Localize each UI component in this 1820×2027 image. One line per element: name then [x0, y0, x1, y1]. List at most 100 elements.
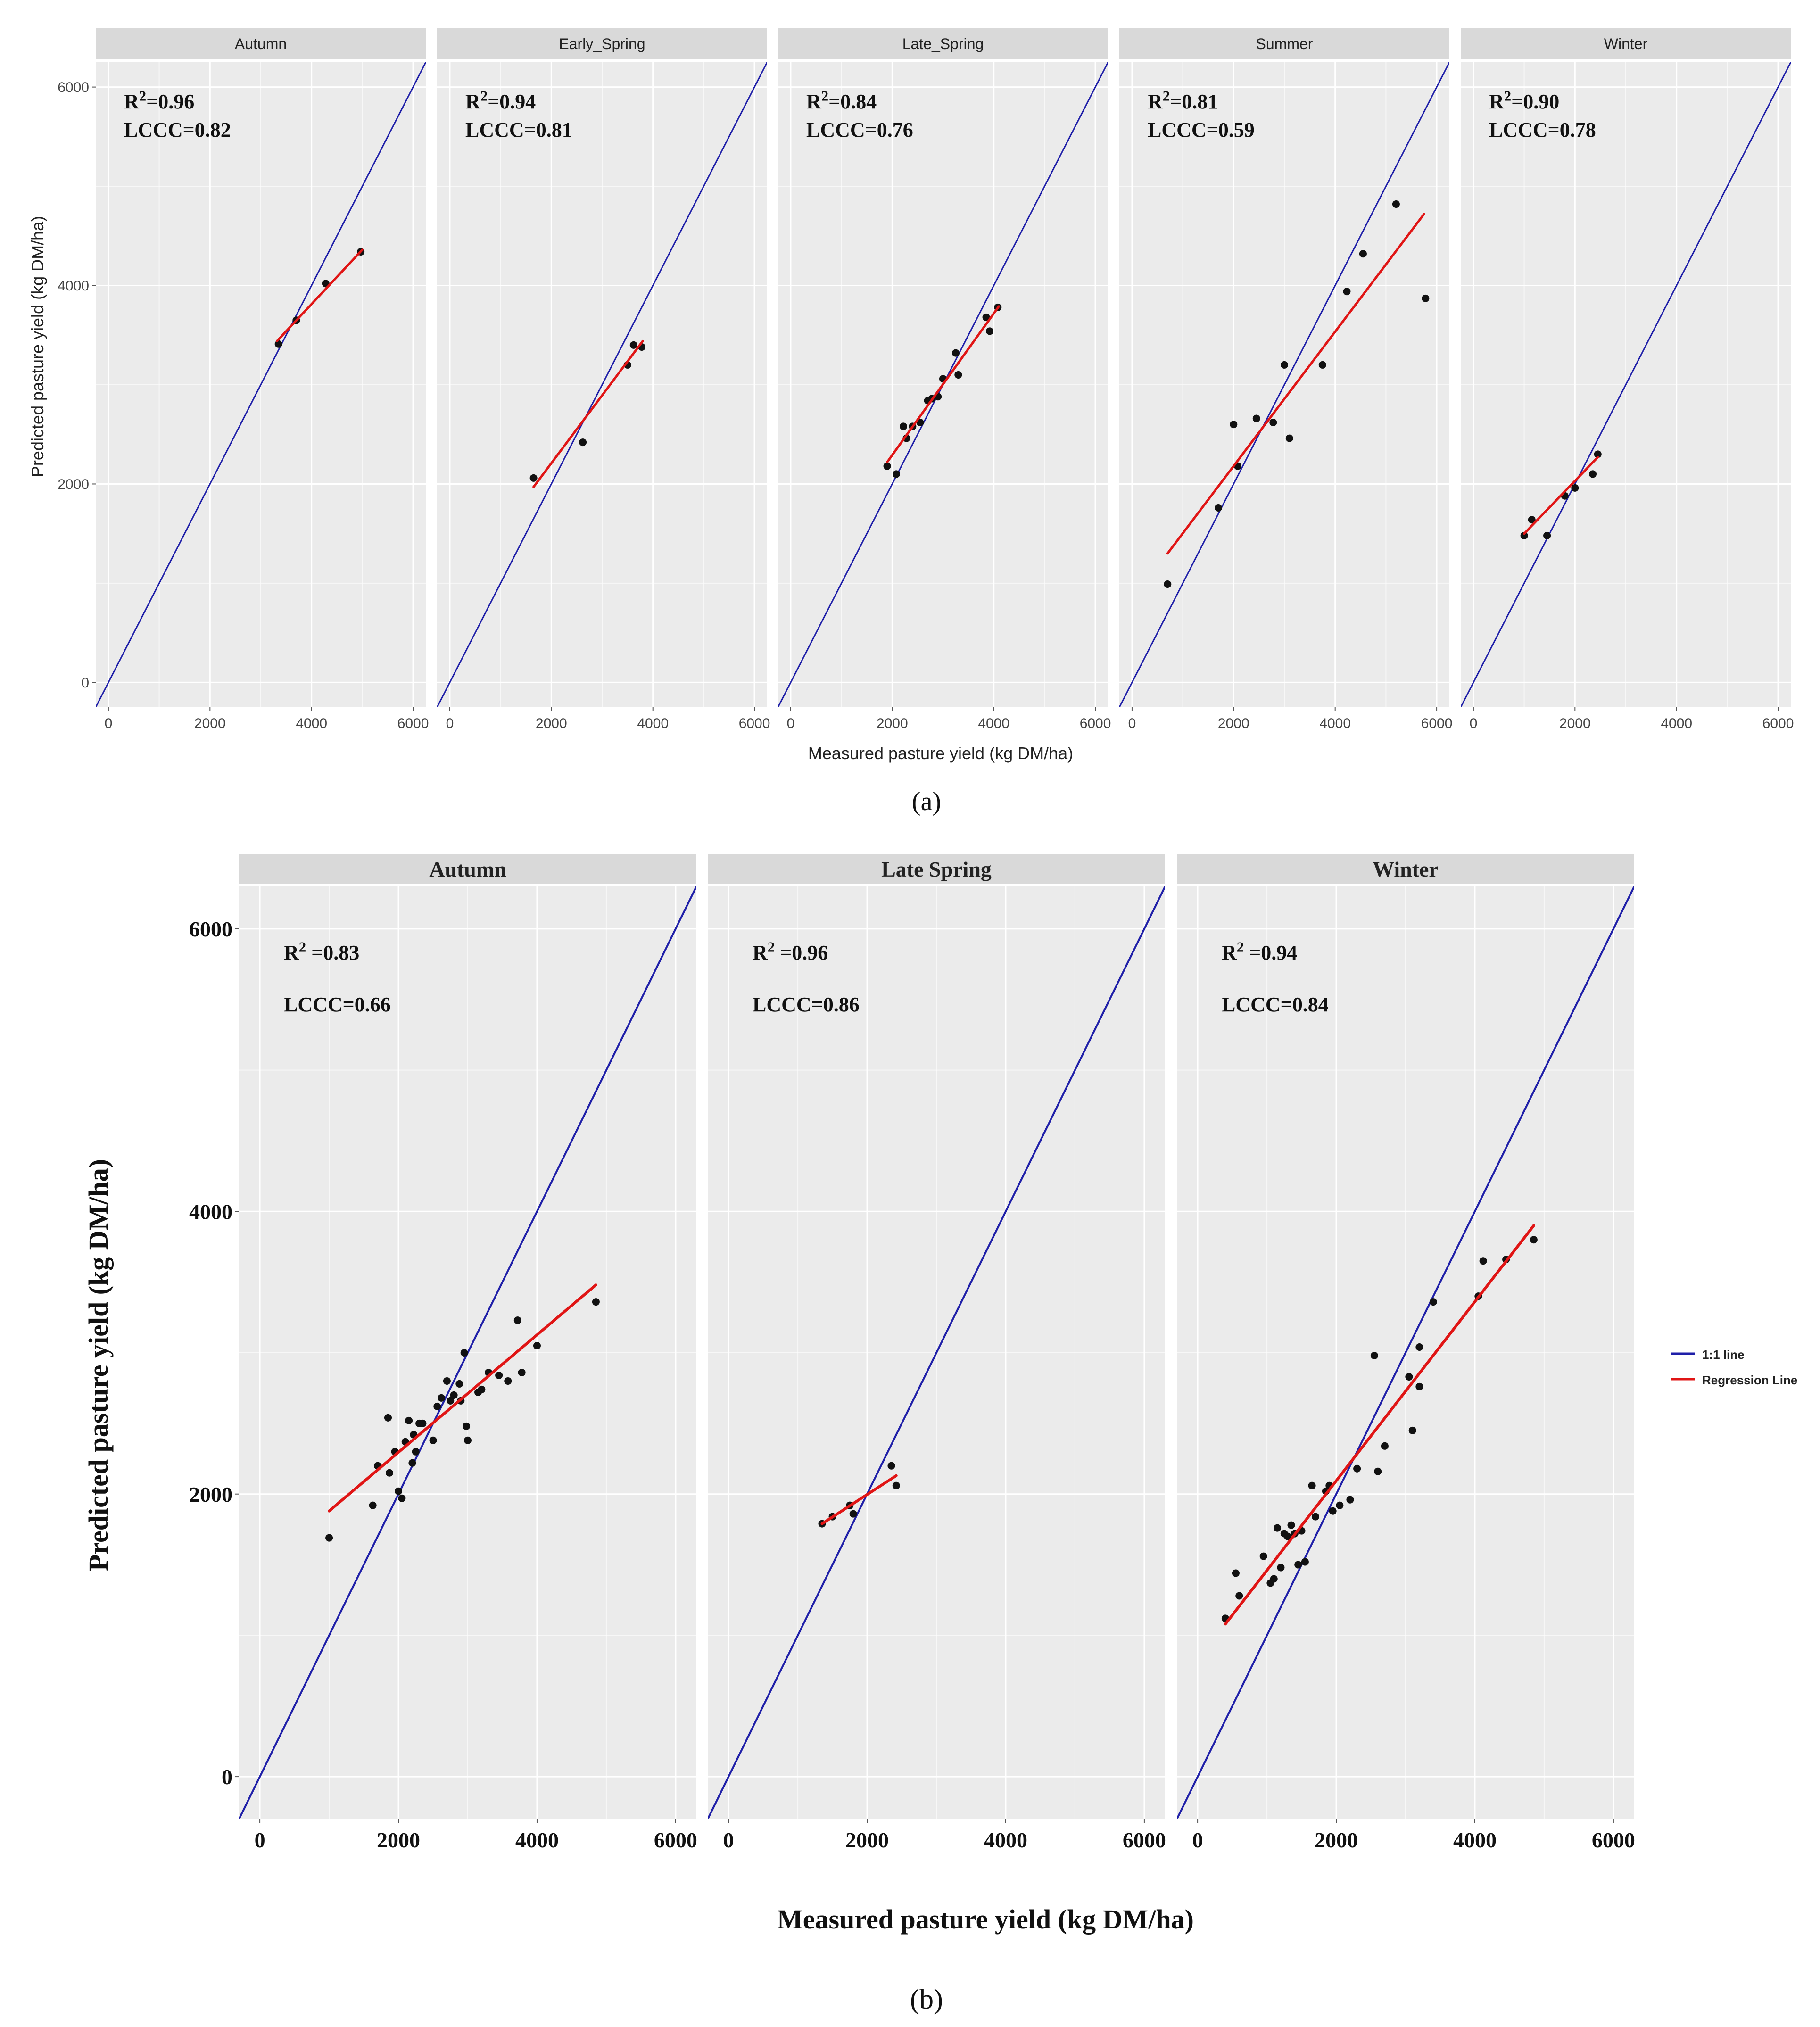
y-axis-ticks: 0 2000 4000 6000 [58, 80, 96, 691]
x-tick-label: 0 [1128, 716, 1136, 731]
data-point [384, 1414, 392, 1422]
x-tick-label: 6000 [739, 716, 770, 731]
data-point [1284, 1532, 1292, 1540]
r-squared-value: =0.81 [1170, 90, 1218, 113]
data-point [369, 1501, 377, 1509]
data-point [1281, 361, 1288, 369]
r-squared-label: R2 =0.96 [753, 939, 828, 964]
one-to-one-line [1177, 886, 1634, 1819]
x-tick-label: 6000 [1080, 716, 1111, 731]
data-point [433, 1402, 441, 1410]
lccc-label: LCCC=0.59 [1148, 118, 1255, 141]
regression-line [820, 1474, 898, 1525]
data-point [1571, 484, 1579, 492]
data-point [986, 327, 994, 335]
data-point [463, 1422, 471, 1430]
data-point [385, 1469, 393, 1477]
one-to-one-line [437, 62, 767, 707]
data-point [1285, 434, 1293, 442]
data-point [1287, 1521, 1295, 1529]
data-point [1589, 470, 1597, 478]
r-squared-exponent: 2 [821, 88, 828, 104]
data-point [1520, 531, 1528, 539]
r-squared-symbol: R [1148, 90, 1163, 113]
r-squared-exponent: 2 [1163, 88, 1170, 104]
y-tick-label: 4000 [189, 1200, 232, 1224]
data-point [629, 341, 637, 349]
panel-a-label: (a) [912, 787, 941, 816]
r-squared-symbol: R [1222, 941, 1237, 964]
lccc-label: LCCC=0.84 [1222, 993, 1329, 1016]
x-tick-label: 6000 [397, 716, 429, 731]
x-tick-label: 2000 [1218, 716, 1249, 731]
panel-a-y-axis-label: Predicted pasture yield (kg DM/ha) [28, 216, 47, 477]
panel-a-facet-summer: Summer R2=0.81 LCCC=0.59 0 2000 4000 6000 [1119, 28, 1452, 731]
x-tick-label: 4000 [1319, 716, 1351, 731]
r-squared-value: =0.84 [828, 90, 877, 113]
data-point [1530, 1236, 1538, 1244]
facet-annotation: R2=0.81 LCCC=0.59 [1148, 88, 1255, 141]
panel-b-label: (b) [910, 1984, 943, 2015]
data-point [1594, 450, 1602, 458]
y-tick-label: 2000 [189, 1482, 232, 1506]
facet-annotation: R2 =0.96 LCCC=0.86 [753, 939, 860, 1016]
panel-a-facet-early-spring: Early_Spring R2=0.94 LCCC=0.81 0 2000 4000 600… [437, 28, 770, 731]
data-point [450, 1391, 458, 1399]
data-point [1230, 421, 1238, 429]
x-tick-label: 0 [723, 1828, 734, 1852]
regression-line [275, 248, 364, 342]
r-squared-exponent: 2 [1237, 939, 1244, 955]
data-point [1415, 1343, 1423, 1351]
x-tick-label: 0 [255, 1828, 265, 1852]
data-point [478, 1385, 486, 1393]
facet-gridlines [778, 62, 1108, 707]
data-point [1270, 1575, 1278, 1583]
data-point [429, 1436, 437, 1444]
legend-entry-one-to-one: 1:1 line [1671, 1348, 1745, 1362]
data-point [412, 1448, 420, 1456]
data-point [464, 1436, 472, 1444]
panel-a-facet-autumn: Autumn R2=0.96 LCCC=0.82 0 2000 4000 6000 0 2000… [58, 28, 429, 731]
data-point [1543, 531, 1551, 539]
x-tick-label: 2000 [845, 1828, 889, 1852]
x-tick-label: 2000 [377, 1828, 420, 1852]
facet-strip [437, 28, 767, 59]
data-point [1374, 1467, 1382, 1475]
data-point [1235, 1592, 1243, 1600]
x-axis-ticks: 0 2000 4000 6000 [723, 1819, 1166, 1852]
data-point [1479, 1257, 1487, 1265]
x-tick-label: 2000 [1315, 1828, 1358, 1852]
facet-marks [239, 886, 696, 1819]
r-squared-symbol: R [124, 90, 140, 113]
r-squared-value: =0.94 [488, 90, 536, 113]
x-axis-ticks: 0 2000 4000 6000 [787, 707, 1111, 731]
data-point [579, 438, 587, 447]
x-tick-label: 2000 [194, 716, 226, 731]
x-tick-label: 4000 [1661, 716, 1692, 731]
panel-a-facet-late-spring: Late_Spring R2=0.84 LCCC=0.76 0 2000 4000 6000 [778, 28, 1111, 731]
facet-strip [708, 854, 1165, 884]
x-tick-label: 4000 [296, 716, 327, 731]
data-point [395, 1487, 403, 1495]
data-point [1164, 580, 1172, 588]
data-point [1274, 1524, 1282, 1532]
regression-line [1166, 213, 1425, 555]
one-to-one-line [708, 886, 1165, 1819]
data-point [443, 1377, 451, 1385]
data-point [405, 1416, 413, 1424]
x-tick-label: 6000 [654, 1828, 697, 1852]
legend: 1:1 line Regression Line [1671, 1348, 1797, 1387]
facet-marks [708, 886, 1165, 1819]
data-point [419, 1419, 427, 1427]
r-squared-label: R2 =0.94 [1222, 939, 1297, 964]
regression-line [1224, 1224, 1535, 1626]
facet-strip [1119, 28, 1449, 59]
data-point [1353, 1464, 1361, 1473]
x-axis-ticks: 0 2000 4000 6000 [1192, 1819, 1635, 1852]
data-point [1318, 361, 1326, 369]
data-point [1259, 1552, 1267, 1560]
regression-line [328, 1283, 597, 1513]
